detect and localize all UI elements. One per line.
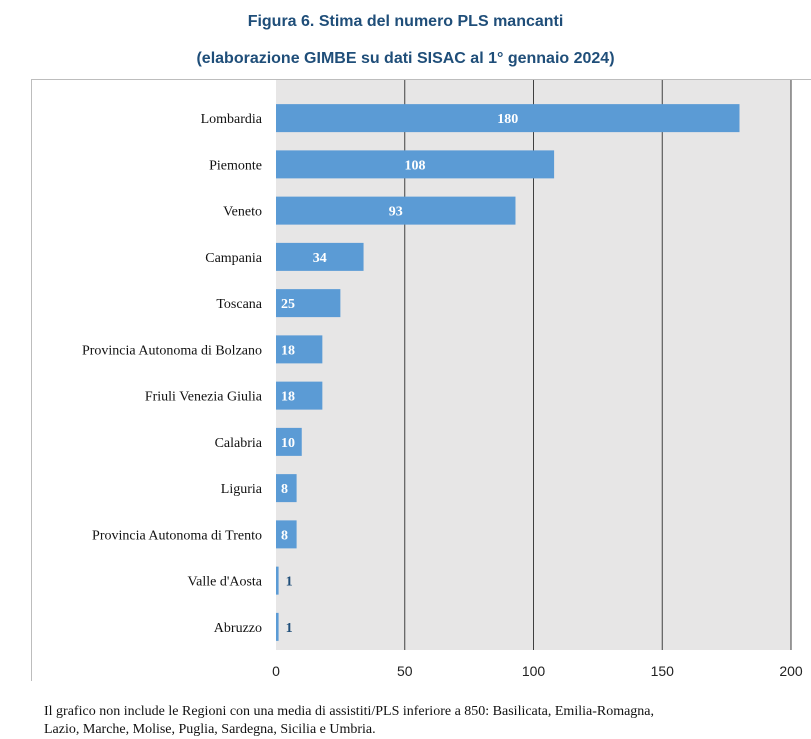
category-labels: Lombardia Piemonte Veneto Campania Toscana Pr… [82,112,263,636]
data-label: 180 [497,112,518,127]
x-tick-label: 150 [651,663,675,679]
x-tick-label: 0 [272,663,280,679]
data-label: 108 [405,158,426,173]
data-label: 18 [281,343,295,358]
data-label: 1 [286,575,293,590]
category-label: Piemonte [209,158,262,173]
data-label: 25 [281,297,295,312]
bar [276,196,516,225]
bar [276,612,279,641]
bar [276,381,323,410]
bar [276,474,297,503]
data-label: 34 [313,251,327,266]
data-label: 8 [281,528,288,543]
bar [276,104,740,133]
data-label: 10 [281,436,295,451]
category-label: Abruzzo [214,621,262,636]
category-label: Liguria [221,482,263,497]
x-tick-label: 200 [779,663,803,679]
chart-title-line-2: (elaborazione GIMBE su dati SISAC al 1° … [196,50,615,67]
x-tick-label: 50 [397,663,413,679]
x-tick-label: 100 [522,663,546,679]
category-label: Provincia Autonoma di Bolzano [82,343,262,358]
chart-title-line-1: Figura 6. Stima del numero PLS mancanti [247,13,564,30]
category-label: Valle d'Aosta [188,575,263,590]
data-label: 8 [281,482,288,497]
category-label: Lombardia [201,112,263,127]
bar [276,150,555,179]
footnote-line-2: Lazio, Marche, Molise, Puglia, Sardegna,… [44,722,376,737]
bar [276,242,364,271]
bar [276,427,302,456]
footnote-line-1: Il grafico non include le Regioni con un… [44,704,655,719]
bar [276,520,297,549]
category-label: Campania [205,251,263,266]
data-label: 93 [389,205,403,220]
data-label: 18 [281,390,295,405]
chart-frame: 180 108 93 34 25 18 18 10 8 8 1 1 Lombardia Piemonte… [31,79,811,681]
bar [276,289,341,318]
tick-labels: 0 50 100 150 200 [272,663,803,679]
category-label: Provincia Autonoma di Trento [92,528,262,543]
category-label: Veneto [223,205,262,220]
category-label: Calabria [215,436,263,451]
bar [276,566,279,595]
bar [276,335,323,364]
category-label: Friuli Venezia Giulia [145,390,263,405]
category-label: Toscana [216,297,262,312]
data-label: 1 [286,621,293,636]
